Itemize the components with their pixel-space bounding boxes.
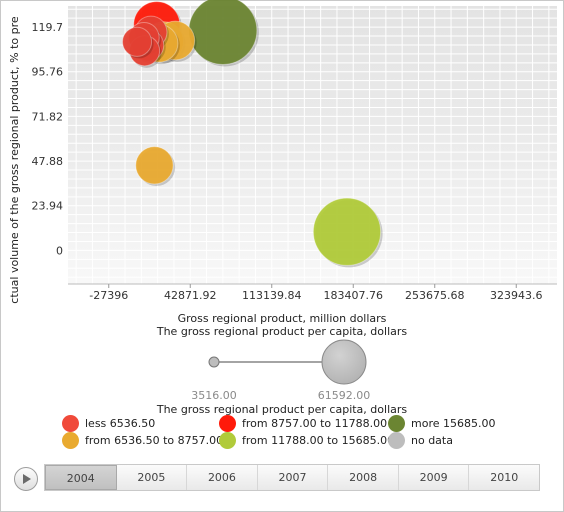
data-bubble[interactable] (135, 146, 174, 185)
y-tick-label: 47.88 (32, 155, 64, 168)
legend-swatch (62, 432, 79, 449)
x-tick-label: 113139.84 (242, 289, 302, 302)
data-bubble[interactable] (188, 0, 258, 65)
size-legend-min-label: 3516.00 (191, 389, 237, 402)
color-legend-title: The gross regional product per capita, d… (156, 403, 408, 416)
legend-item-11788-to-15685: from 11788.00 to 15685.00 (219, 432, 394, 449)
x-tick-label: 253675.68 (405, 289, 465, 302)
timeline-year-2010[interactable]: 2010 (490, 471, 519, 484)
legend-swatch (219, 432, 236, 449)
y-tick-label: 119.7 (32, 21, 64, 34)
size-legend-max-label: 61592.00 (318, 389, 371, 402)
legend-label: less 6536.50 (85, 417, 156, 430)
x-tick-label: 183407.76 (324, 289, 384, 302)
y-axis-title: ctual volume of the gross regional produ… (8, 16, 21, 304)
timeline-year-2006[interactable]: 2006 (187, 465, 258, 490)
size-legend-title: The gross regional product per capita, d… (156, 325, 408, 338)
legend-swatch (388, 432, 405, 449)
y-tick-label: 71.82 (32, 110, 64, 123)
legend-label: no data (411, 434, 453, 447)
legend-item-more-15685: more 15685.00 (388, 415, 495, 432)
x-tick-label: 323943.6 (490, 289, 543, 302)
legend-label: from 8757.00 to 11788.00 (242, 417, 388, 430)
size-legend-min-bubble (208, 356, 220, 368)
data-bubble[interactable] (122, 26, 153, 57)
x-tick-label: -27396 (89, 289, 128, 302)
y-tick-label: 95.76 (32, 66, 64, 79)
y-tick-label: 23.94 (32, 200, 64, 213)
legend-item-less-6536: less 6536.50 (62, 415, 155, 432)
timeline-year-2005[interactable]: 2005 (117, 465, 188, 490)
bubble-chart: -27396 42871.92 113139.84 183407.76 253675.6… (8, 0, 557, 416)
y-tick-label: 0 (56, 244, 63, 257)
play-icon (23, 474, 31, 484)
x-tick-label: 42871.92 (164, 289, 217, 302)
timeline-year-2008[interactable]: 2008 (328, 465, 399, 490)
year-timeline: 2004 2005 2006 2007 2008 2009 2010 (44, 464, 540, 491)
legend-swatch (219, 415, 236, 432)
data-bubble[interactable] (312, 197, 382, 266)
legend-label: from 11788.00 to 15685.00 (242, 434, 395, 447)
legend-label: more 15685.00 (411, 417, 496, 430)
timeline-year-2004[interactable]: 2004 (45, 465, 117, 490)
legend-swatch (388, 415, 405, 432)
legend-item-no-data: no data (388, 432, 453, 449)
timeline-year-2009[interactable]: 2009 (399, 465, 470, 490)
legend-label: from 6536.50 to 8757.00 (85, 434, 224, 447)
x-axis-title: Gross regional product, million dollars (178, 312, 387, 325)
bubbles (122, 0, 383, 268)
size-legend-max-bubble (321, 339, 367, 385)
play-button[interactable] (14, 467, 38, 491)
axis-ticks: -27396 42871.92 113139.84 183407.76 253675.6… (32, 21, 543, 302)
legend-item-6536-to-8757: from 6536.50 to 8757.00 (62, 432, 223, 449)
timeline-year-2007[interactable]: 2007 (258, 465, 329, 490)
legend-swatch (62, 415, 79, 432)
legend-item-8757-to-11788: from 8757.00 to 11788.00 (219, 415, 387, 432)
